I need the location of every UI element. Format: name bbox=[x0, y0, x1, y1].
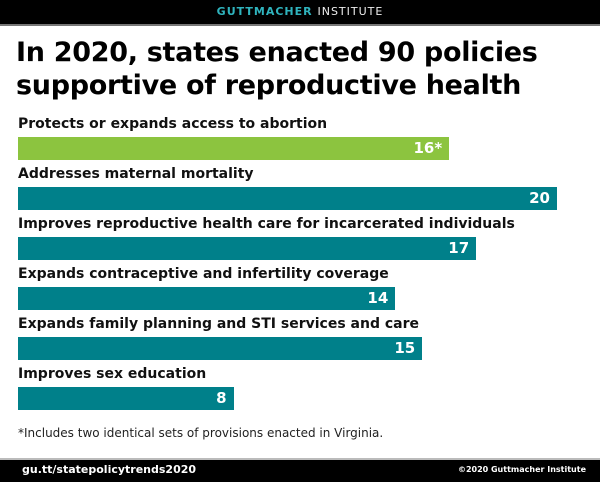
data-label: 16* bbox=[413, 139, 443, 157]
data-label: 8 bbox=[216, 389, 227, 407]
brand-suffix: INSTITUTE bbox=[317, 5, 384, 18]
data-label: 14 bbox=[367, 289, 389, 307]
bar: 8 bbox=[18, 387, 234, 410]
bar: 20 bbox=[18, 187, 557, 210]
category-label: Improves sex education bbox=[18, 366, 207, 382]
bar: 16* bbox=[18, 137, 450, 160]
data-label: 20 bbox=[529, 189, 550, 207]
category-label: Improves reproductive health care for in… bbox=[18, 216, 515, 232]
data-label: 17 bbox=[448, 239, 470, 257]
bar: 14 bbox=[18, 287, 396, 310]
footer-copyright: ©2020 Guttmacher Institute bbox=[457, 465, 586, 474]
footer-url[interactable]: gu.tt/statepolicytrends2020 bbox=[22, 463, 197, 476]
brand-header: GUTTMACHER INSTITUTE bbox=[0, 0, 600, 26]
bar: 15 bbox=[18, 337, 423, 360]
footnote: *Includes two identical sets of provisio… bbox=[18, 426, 384, 440]
category-label: Addresses maternal mortality bbox=[18, 166, 254, 182]
category-label: Protects or expands access to abortion bbox=[18, 116, 328, 132]
bar: 17 bbox=[18, 237, 477, 260]
category-label: Expands family planning and STI services… bbox=[18, 316, 419, 332]
chart-title: In 2020, states enacted 90 policies supp… bbox=[16, 37, 538, 101]
category-label: Expands contraceptive and infertility co… bbox=[18, 266, 389, 282]
brand-name: GUTTMACHER bbox=[216, 5, 313, 18]
footer: gu.tt/statepolicytrends2020 ©2020 Guttma… bbox=[0, 458, 600, 482]
data-label: 15 bbox=[394, 339, 416, 357]
